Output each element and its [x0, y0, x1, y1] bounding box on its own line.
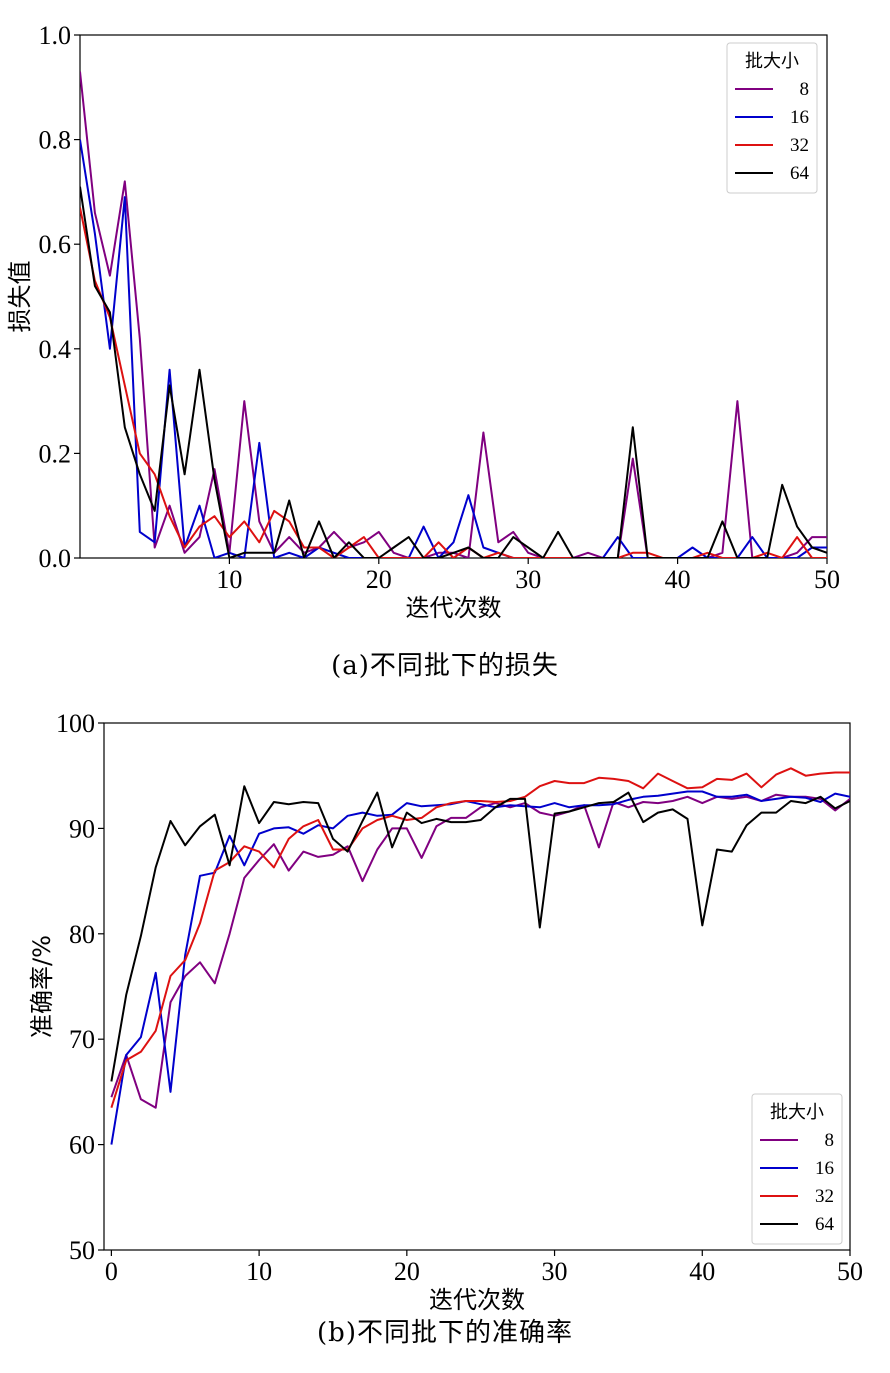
- plot-frame: [79, 34, 828, 559]
- x-tick-label: 50: [814, 565, 840, 594]
- legend-label-64: 64: [815, 1214, 835, 1235]
- y-tick-label: 0.0: [39, 544, 72, 573]
- y-tick-label: 0.4: [39, 335, 72, 364]
- x-axis-label: 迭代次数: [429, 1286, 525, 1314]
- legend-title: 批大小: [745, 51, 799, 72]
- x-tick-label: 20: [394, 1257, 420, 1286]
- x-tick-label: 30: [515, 565, 541, 594]
- series-line-8: [110, 793, 850, 1109]
- x-tick-label: 10: [246, 1257, 272, 1286]
- y-tick-label: 100: [56, 709, 95, 738]
- legend-label-32: 32: [815, 1186, 834, 1207]
- series-line-64: [110, 785, 850, 1082]
- legend-label-64: 64: [790, 163, 810, 184]
- x-tick-label: 40: [665, 565, 691, 594]
- y-tick-label: 80: [69, 920, 95, 949]
- series-line-32: [110, 767, 850, 1108]
- y-tick-label: 60: [69, 1131, 95, 1160]
- series-line-16: [110, 790, 850, 1145]
- series-line-64: [80, 186, 827, 558]
- x-tick-label: 30: [542, 1257, 568, 1286]
- caption-accuracy-chart: (b)不同批下的准确率: [317, 1318, 573, 1348]
- y-tick-label: 0.2: [39, 439, 72, 468]
- x-axis-label: 迭代次数: [406, 594, 502, 622]
- series-line-32: [80, 207, 827, 558]
- x-tick-label: 50: [837, 1257, 863, 1286]
- x-tick-label: 0: [105, 1257, 118, 1286]
- series-group: [80, 71, 827, 558]
- x-tick-label: 40: [689, 1257, 715, 1286]
- x-tick-label: 20: [366, 565, 392, 594]
- series-line-16: [80, 139, 827, 558]
- y-tick-label: 50: [69, 1236, 95, 1265]
- legend-label-16: 16: [815, 1158, 834, 1179]
- y-tick-label: 70: [69, 1025, 95, 1054]
- series-group: [110, 767, 850, 1145]
- legend-label-8: 8: [825, 1130, 835, 1151]
- legend-label-16: 16: [790, 107, 809, 128]
- legend-label-8: 8: [800, 79, 810, 100]
- plot-frame: [103, 722, 851, 1251]
- y-tick-label: 0.8: [39, 126, 72, 155]
- series-line-8: [80, 71, 827, 558]
- y-tick-label: 0.6: [39, 230, 72, 259]
- y-tick-label: 90: [69, 814, 95, 843]
- x-tick-label: 10: [216, 565, 242, 594]
- legend-title: 批大小: [770, 1102, 824, 1123]
- y-axis-label: 准确率/%: [28, 935, 56, 1038]
- caption-loss-chart: (a)不同批下的损失: [331, 651, 559, 681]
- y-axis-label: 损失值: [6, 261, 34, 333]
- legend-label-32: 32: [790, 135, 809, 156]
- y-tick-label: 1.0: [39, 21, 72, 50]
